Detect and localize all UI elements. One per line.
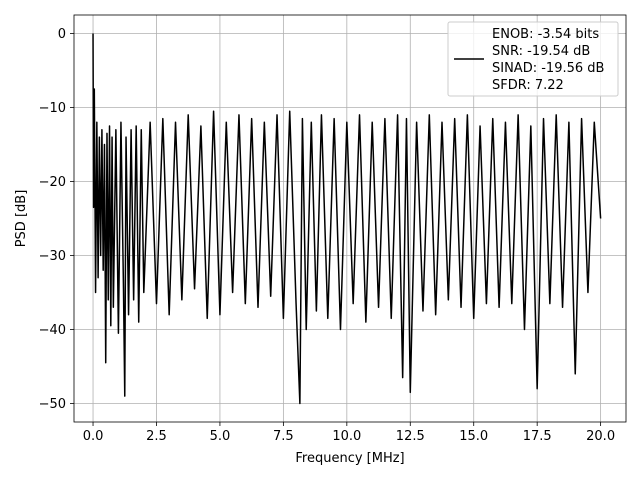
y-axis-ticks: 0 −10 −20 −30 −40 −50 (39, 27, 74, 412)
y-tick-label: 0 (58, 27, 66, 42)
legend-box (447, 21, 619, 97)
x-tick-label: 20.0 (586, 429, 615, 444)
x-tick-label: 7.5 (273, 429, 294, 444)
x-tick-label: 15.0 (459, 429, 488, 444)
y-tick-label: −20 (39, 175, 66, 190)
y-axis-label: PSD [dB] (14, 190, 29, 248)
x-axis-label: Frequency [MHz] (295, 451, 404, 466)
x-tick-label: 5.0 (210, 429, 231, 444)
legend-line-sinad: SINAD: -19.56 dB (492, 61, 604, 76)
psd-series-line (92, 33, 602, 405)
x-tick-label: 0.0 (83, 429, 104, 444)
y-tick-label: −10 (39, 101, 66, 116)
plot-area (92, 33, 602, 405)
x-axis-ticks: 0.0 2.5 5.0 7.5 10.0 12.5 15.0 17.5 20.0 (83, 422, 615, 444)
legend-line-enob: ENOB: -3.54 bits (492, 27, 599, 42)
y-tick-label: −30 (39, 249, 66, 264)
y-tick-label: −50 (39, 397, 66, 412)
x-tick-label: 10.0 (332, 429, 361, 444)
x-tick-label: 17.5 (523, 429, 552, 444)
legend-line-sfdr: SFDR: 7.22 (492, 78, 564, 93)
x-tick-label: 12.5 (396, 429, 425, 444)
legend-line-snr: SNR: -19.54 dB (492, 44, 590, 59)
legend: ENOB: -3.54 bits SNR: -19.54 dB SINAD: -… (447, 21, 619, 97)
x-tick-label: 2.5 (146, 429, 167, 444)
y-tick-label: −40 (39, 323, 66, 338)
axes-frame (73, 14, 627, 423)
